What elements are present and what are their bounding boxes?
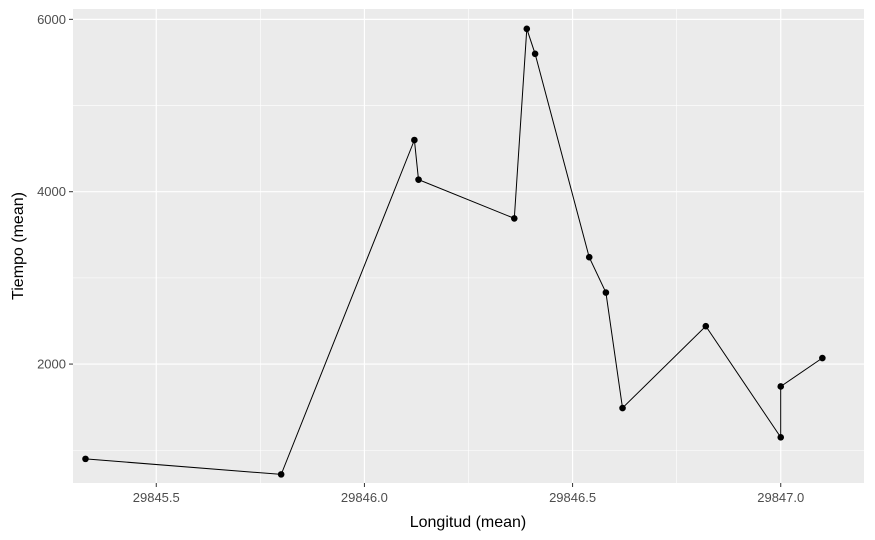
- y-tick-label: 2000: [37, 357, 66, 372]
- data-point: [510, 215, 518, 222]
- y-axis-title: Tiempo (mean): [10, 192, 27, 300]
- x-tick-label: 29846.5: [549, 490, 596, 505]
- x-tick-label: 29845.5: [133, 490, 180, 505]
- data-point: [619, 404, 626, 412]
- data-point: [531, 50, 539, 58]
- data-point: [702, 322, 710, 330]
- data-point: [602, 289, 610, 296]
- data-point: [523, 25, 531, 33]
- data-point: [777, 434, 785, 441]
- data-point: [777, 383, 785, 390]
- x-tick-label: 29847.0: [757, 490, 804, 505]
- series-line: [85, 28, 823, 475]
- y-axis: 2000 4000 6000: [37, 12, 73, 372]
- x-tick-label: 29846.0: [341, 490, 388, 505]
- series-group: [82, 25, 826, 478]
- y-tick-label: 4000: [37, 184, 66, 199]
- data-point: [277, 471, 285, 478]
- data-point: [585, 253, 593, 261]
- data-point: [82, 455, 89, 463]
- x-axis-title: Longitud (mean): [410, 514, 527, 531]
- y-tick-label: 6000: [37, 12, 66, 27]
- x-axis: 29845.5 29846.0 29846.5 29847.0: [133, 483, 804, 505]
- minor-grid: [73, 9, 864, 483]
- data-point: [415, 176, 422, 183]
- data-point: [819, 354, 826, 362]
- data-point: [411, 136, 418, 144]
